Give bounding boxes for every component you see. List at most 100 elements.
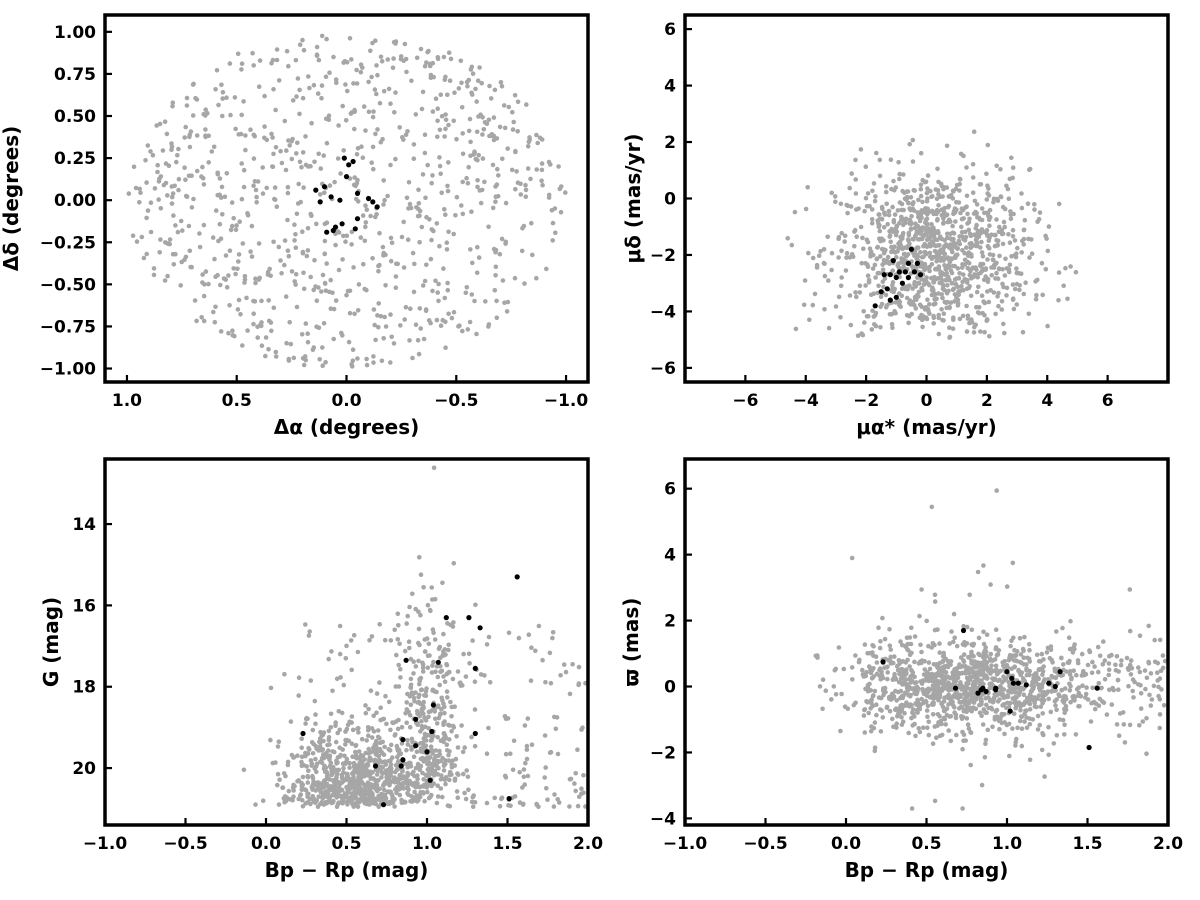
field-point xyxy=(957,234,962,239)
field-point xyxy=(953,281,959,287)
field-point xyxy=(337,623,343,629)
field-point xyxy=(1009,253,1014,259)
field-point xyxy=(1138,683,1143,688)
field-point xyxy=(462,745,468,750)
y-tick-label: 6 xyxy=(664,480,676,500)
field-point xyxy=(444,689,450,694)
y-tick-label: 16 xyxy=(72,596,96,616)
field-point xyxy=(336,123,341,128)
x-tick-label: 6 xyxy=(1102,391,1114,411)
field-point xyxy=(227,248,233,253)
field-point xyxy=(976,305,982,310)
field-point xyxy=(1021,692,1027,698)
field-point xyxy=(1130,688,1135,694)
field-point xyxy=(432,637,438,642)
field-point xyxy=(842,233,848,239)
field-point xyxy=(351,633,357,638)
field-point xyxy=(1017,636,1023,641)
field-point xyxy=(352,801,358,806)
field-point xyxy=(347,765,352,770)
field-point xyxy=(1102,658,1108,663)
field-point xyxy=(970,190,976,195)
field-point xyxy=(839,230,844,236)
field-point xyxy=(413,112,419,117)
field-point xyxy=(356,749,362,754)
field-point xyxy=(910,710,915,715)
field-point xyxy=(1040,711,1045,716)
field-point xyxy=(859,260,864,266)
field-point xyxy=(411,671,416,676)
field-point xyxy=(864,204,870,209)
field-point xyxy=(1060,698,1066,704)
field-point xyxy=(280,785,285,790)
field-point xyxy=(964,286,970,292)
field-point xyxy=(216,102,221,108)
field-point xyxy=(1027,707,1033,712)
field-point xyxy=(1008,643,1013,649)
field-point xyxy=(1044,650,1050,655)
field-point xyxy=(370,770,375,775)
field-point xyxy=(932,689,937,694)
field-point xyxy=(829,697,834,702)
field-point xyxy=(310,751,316,756)
field-point xyxy=(997,726,1002,732)
field-point xyxy=(254,200,259,205)
field-point xyxy=(945,683,951,688)
field-point xyxy=(934,695,940,701)
field-point xyxy=(883,184,889,189)
field-point xyxy=(417,213,422,219)
field-point xyxy=(369,160,375,165)
field-point xyxy=(1006,269,1012,275)
field-point xyxy=(558,673,563,678)
field-point xyxy=(960,664,966,669)
field-point xyxy=(1010,653,1015,658)
field-point xyxy=(199,174,204,179)
field-point xyxy=(365,727,371,733)
field-point xyxy=(434,721,440,726)
field-point xyxy=(356,282,362,287)
field-point xyxy=(328,787,334,793)
field-point xyxy=(1077,704,1082,709)
field-point xyxy=(536,804,541,809)
field-point xyxy=(303,134,308,139)
field-point xyxy=(912,294,918,300)
field-point xyxy=(285,217,290,223)
field-point xyxy=(412,789,417,795)
field-point xyxy=(931,321,936,326)
field-point xyxy=(891,289,896,295)
field-point xyxy=(1039,651,1045,657)
field-point xyxy=(1117,711,1123,716)
field-point xyxy=(903,681,909,687)
field-point xyxy=(975,274,980,280)
field-point xyxy=(999,299,1005,304)
member-point xyxy=(1052,683,1058,690)
x-tick-label: −1.0 xyxy=(544,391,589,411)
field-point xyxy=(273,145,279,150)
field-point xyxy=(1027,721,1033,727)
field-point xyxy=(945,231,950,237)
field-point xyxy=(420,89,426,95)
panel-spatial: 1.0 0.5 0.0 −0.5 −1.0 −1.00−0.75−0.50−0.250.… xyxy=(0,13,590,439)
field-point xyxy=(1063,704,1069,709)
field-point xyxy=(348,799,354,805)
field-point xyxy=(855,333,861,339)
field-point xyxy=(912,714,917,719)
field-point xyxy=(397,125,403,130)
field-point xyxy=(331,779,337,784)
field-point xyxy=(858,147,864,152)
field-point xyxy=(881,225,887,230)
field-point xyxy=(959,206,965,211)
field-point xyxy=(1054,733,1060,738)
field-point xyxy=(497,804,503,809)
field-point xyxy=(844,202,849,208)
field-point xyxy=(1045,689,1051,694)
field-point xyxy=(952,292,958,297)
field-point xyxy=(169,194,175,200)
field-point xyxy=(372,796,378,802)
field-point xyxy=(932,675,937,681)
field-point xyxy=(239,67,244,72)
field-point xyxy=(536,623,542,629)
field-point xyxy=(297,159,303,165)
field-point xyxy=(952,277,958,282)
field-point xyxy=(415,796,420,802)
